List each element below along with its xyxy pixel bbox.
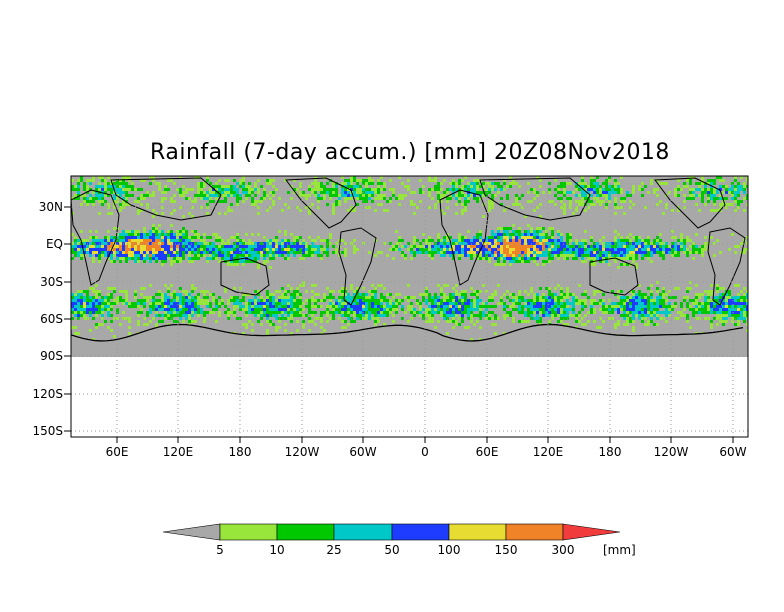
x-tick-label: 180 bbox=[599, 445, 622, 459]
plot-frame bbox=[70, 175, 749, 438]
continent-outline bbox=[71, 189, 120, 286]
colorbar-segment bbox=[505, 523, 564, 541]
continent-outline bbox=[285, 177, 357, 229]
y-tick-label: 150S bbox=[32, 424, 63, 438]
x-tick-label: 60E bbox=[106, 445, 129, 459]
y-tick-label: 90S bbox=[40, 349, 63, 363]
x-axis: 60E 120E 180 120W 60W 0 60E 120E 180 120W 60W bbox=[106, 437, 747, 459]
rainfall-field bbox=[71, 176, 748, 341]
colorbar-label: 5 bbox=[216, 543, 224, 557]
y-tick-label: 120S bbox=[32, 387, 63, 401]
colorbar-segment bbox=[562, 523, 621, 541]
y-axis: 30N EQ 30S 60S 90S 120S 150S bbox=[32, 200, 71, 438]
colorbar-label: 50 bbox=[384, 543, 399, 557]
colorbar-label: 100 bbox=[438, 543, 461, 557]
x-tick-label: 120E bbox=[533, 445, 564, 459]
continent-outline bbox=[479, 177, 591, 221]
continent-outline bbox=[338, 227, 377, 306]
colorbar-segment bbox=[276, 523, 335, 541]
x-tick-label: 60W bbox=[719, 445, 746, 459]
map-title: Rainfall (7-day accum.) [mm] 20Z08Nov201… bbox=[150, 140, 670, 165]
x-tick-label: 0 bbox=[421, 445, 429, 459]
y-tick-label: 60S bbox=[40, 312, 63, 326]
y-tick-label: 30N bbox=[39, 200, 63, 214]
x-tick-label: 120W bbox=[285, 445, 320, 459]
y-tick-label: 30S bbox=[40, 275, 63, 289]
colorbar: 5 10 25 50 100 150 300 [mm] bbox=[162, 523, 636, 557]
colorbar-segment bbox=[391, 523, 450, 541]
x-tick-label: 120E bbox=[163, 445, 194, 459]
continent-outline bbox=[220, 257, 270, 296]
colorbar-segment bbox=[448, 523, 507, 541]
x-tick-label: 180 bbox=[229, 445, 252, 459]
continent-outline bbox=[589, 257, 639, 296]
colorbar-segment bbox=[162, 523, 221, 541]
continent-outline bbox=[707, 227, 746, 306]
colorbar-segment bbox=[219, 523, 278, 541]
continent-outline bbox=[110, 177, 222, 221]
colorbar-segment bbox=[333, 523, 393, 541]
y-tick-label: EQ bbox=[46, 237, 63, 251]
x-tick-label: 120W bbox=[654, 445, 689, 459]
x-tick-label: 60W bbox=[349, 445, 376, 459]
x-tick-label: 60E bbox=[476, 445, 499, 459]
colorbar-label: 300 bbox=[552, 543, 575, 557]
colorbar-unit: [mm] bbox=[603, 543, 636, 557]
colorbar-label: 150 bbox=[495, 543, 518, 557]
continent-outline bbox=[654, 177, 726, 229]
colorbar-label: 10 bbox=[269, 543, 284, 557]
gridlines bbox=[71, 176, 748, 437]
colorbar-label: 25 bbox=[326, 543, 341, 557]
continent-outline bbox=[439, 189, 489, 286]
